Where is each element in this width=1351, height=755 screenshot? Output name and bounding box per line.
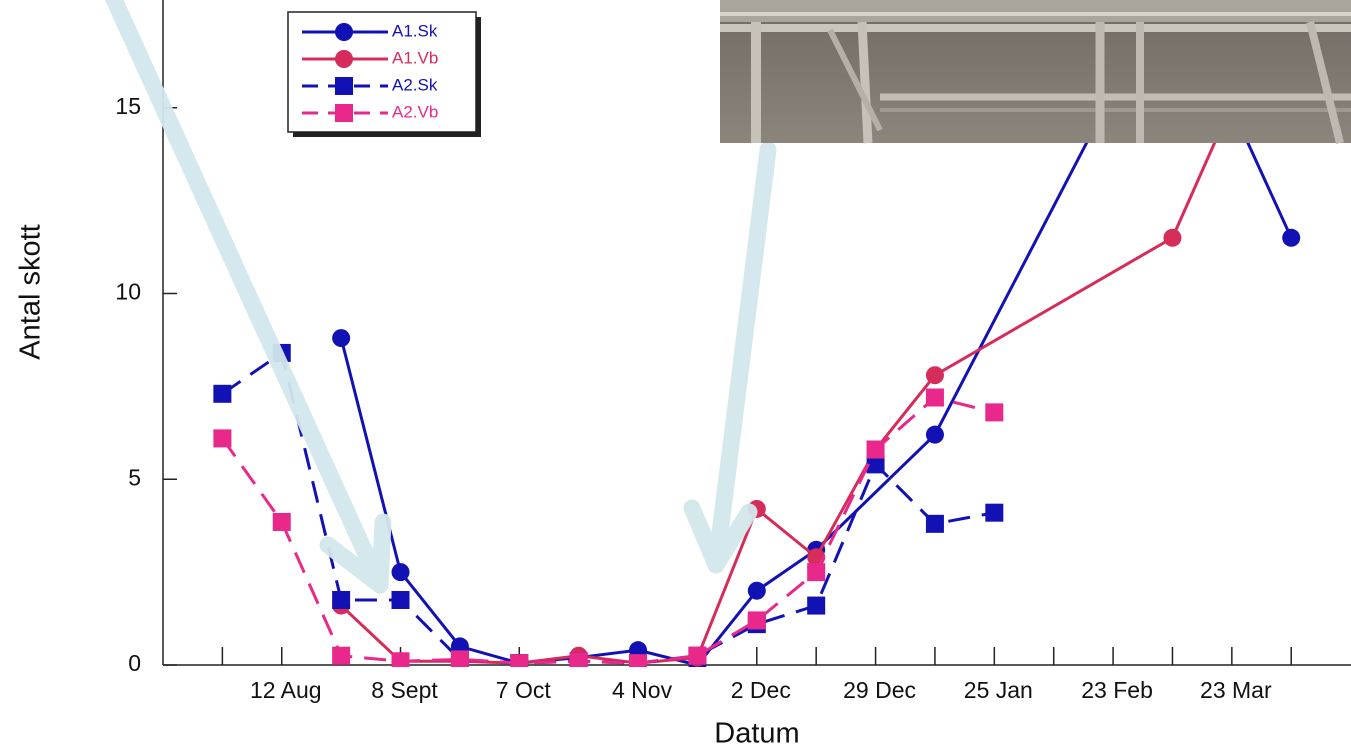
marker	[866, 440, 885, 459]
y-tick-label: 15	[115, 93, 141, 119]
marker	[1282, 228, 1301, 247]
marker	[569, 652, 588, 667]
marker	[213, 384, 232, 403]
marker	[985, 503, 1004, 522]
y-tick-label: 10	[115, 279, 141, 305]
x-tick-label: 23 Feb	[1081, 677, 1153, 703]
y-tick-label: 5	[128, 464, 141, 490]
x-tick-label: 12 Aug	[250, 677, 322, 703]
photo-post	[1306, 21, 1344, 144]
x-tick-label: 4 Nov	[612, 677, 673, 703]
marker	[807, 563, 826, 582]
x-tick-label: 23 Mar	[1200, 677, 1272, 703]
arrow-head	[683, 499, 758, 574]
marker	[213, 429, 232, 448]
legend-label: A1.Sk	[392, 21, 438, 40]
marker	[747, 581, 766, 600]
legend-label: A2.Sk	[392, 75, 438, 94]
marker	[391, 563, 410, 582]
legend-label: A1.Vb	[392, 48, 438, 67]
photo-grating	[720, 0, 1351, 22]
x-tick-label: 2 Dec	[731, 677, 791, 703]
marker	[332, 329, 351, 348]
legend-label: A2.Vb	[392, 102, 438, 121]
arrows	[104, 0, 777, 594]
axes: 0 5 10 15 12 Aug 8 Sept 7 Oct 4 Nov 2 Dec 29 Dec 2…	[115, 0, 1351, 703]
x-tick-label: 7 Oct	[496, 677, 552, 703]
y-tick-label: 0	[128, 650, 141, 676]
x-tick-label: 8 Sept	[371, 677, 438, 703]
series-line	[339, 0, 1293, 667]
marker	[450, 650, 469, 667]
marker	[391, 652, 410, 667]
marker	[747, 611, 766, 630]
series	[213, 343, 1004, 667]
y-axis-title: Antal skott	[15, 224, 47, 359]
marker	[335, 23, 353, 41]
series-line	[340, 103, 1234, 665]
marker	[335, 77, 353, 95]
arrow-head	[319, 513, 392, 594]
photo-post	[857, 21, 873, 144]
photo	[720, 0, 1351, 143]
marker	[272, 512, 291, 531]
marker	[335, 50, 353, 68]
series-line	[221, 395, 995, 665]
x-tick-label: 29 Dec	[843, 677, 916, 703]
series	[332, 95, 1241, 667]
marker	[807, 596, 826, 615]
arrow	[104, 0, 389, 594]
marker	[332, 590, 351, 609]
arrow	[707, 141, 777, 574]
x-tick-label: 25 Jan	[964, 677, 1033, 703]
legend: A1.Sk A1.Vb A2.Sk A2.Vb	[287, 11, 481, 137]
marker	[629, 654, 648, 667]
marker	[332, 646, 351, 665]
series	[213, 388, 1004, 667]
marker	[391, 590, 410, 609]
marker	[925, 388, 944, 407]
marker	[1163, 228, 1182, 247]
marker	[335, 104, 353, 122]
marker	[510, 654, 529, 667]
marker	[985, 403, 1004, 422]
marker	[866, 455, 885, 474]
x-axis-title: Datum	[714, 718, 799, 750]
photo-inset	[720, 0, 1351, 144]
marker	[688, 646, 707, 665]
marker	[925, 425, 944, 444]
marker	[925, 366, 944, 385]
marker	[925, 514, 944, 533]
photo-brace	[827, 28, 883, 132]
